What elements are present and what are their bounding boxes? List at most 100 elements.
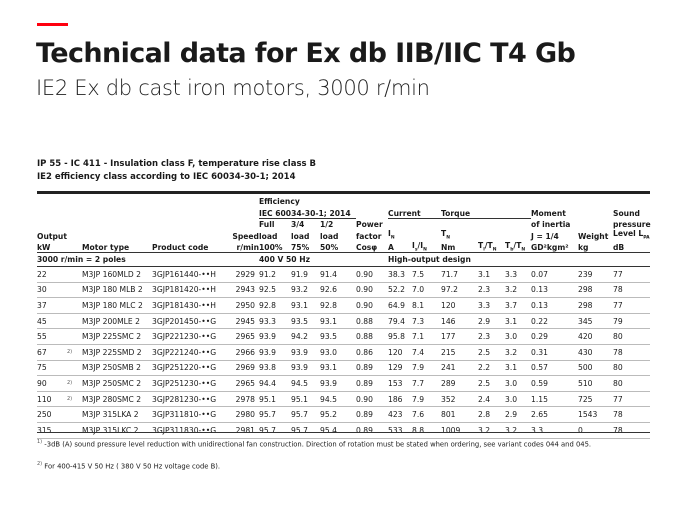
cell-power-factor: 0.90 bbox=[356, 297, 388, 314]
half-load-header-2: load bbox=[320, 231, 339, 241]
cell-tl-tn: 3.3 bbox=[478, 297, 505, 314]
table-row: 110 2) M3JP 280SMC 2 3GJP281230-••G 2978 95.1… bbox=[37, 391, 650, 408]
cell-sound: 77 bbox=[613, 391, 650, 408]
cell-eff-full: 93.8 bbox=[259, 360, 291, 377]
cell-torque-tn: 177 bbox=[441, 328, 478, 345]
is-in-header: Is/IN bbox=[412, 240, 427, 253]
cell-marker bbox=[67, 328, 82, 345]
cell-sound: 78 bbox=[613, 406, 650, 423]
cell-torque-tn: 71.7 bbox=[441, 266, 478, 283]
cell-weight: 430 bbox=[578, 344, 613, 361]
cell-product-code: 3GJP221230-••G bbox=[152, 328, 228, 345]
brand-accent-bar bbox=[37, 23, 68, 26]
cell-eff-75: 94.5 bbox=[291, 375, 320, 392]
torque-header: Torque bbox=[441, 206, 531, 219]
cell-output: 45 bbox=[37, 313, 67, 330]
cell-sound: 78 bbox=[613, 422, 650, 439]
cell-speed: 2981 bbox=[228, 422, 259, 439]
cell-marker: 2) bbox=[67, 344, 82, 361]
tn-unit: Nm bbox=[441, 243, 456, 253]
cell-tb-tn: 3.3 bbox=[505, 266, 531, 283]
cell-weight: 510 bbox=[578, 375, 613, 392]
three-quarter-load-header-2: load bbox=[291, 231, 310, 241]
cell-current-in: 38.3 bbox=[388, 266, 412, 283]
cell-is-in: 7.0 bbox=[412, 282, 441, 299]
cell-current-in: 79.4 bbox=[388, 313, 412, 330]
table-row: 30 M3JP 180 MLB 2 3GJP181420-••H 2943 92.5 93… bbox=[37, 282, 650, 299]
cell-product-code: 3GJP311830-••G bbox=[152, 422, 228, 439]
cell-motor-type: M3JP 225SMC 2 bbox=[82, 328, 152, 345]
three-quarter-load-header: 3/4 bbox=[291, 220, 305, 229]
cell-tb-tn: 3.0 bbox=[505, 375, 531, 392]
cell-current-in: 95.8 bbox=[388, 328, 412, 345]
table-row: 55 M3JP 225SMC 2 3GJP221230-••G 2965 93.9 94.… bbox=[37, 328, 650, 345]
cell-is-in: 7.9 bbox=[412, 360, 441, 377]
cell-current-in: 153 bbox=[388, 375, 412, 392]
cell-weight: 239 bbox=[578, 266, 613, 283]
cell-eff-full: 95.7 bbox=[259, 422, 291, 439]
cell-current-in: 52.2 bbox=[388, 282, 412, 299]
cell-motor-type: M3JP 280SMC 2 bbox=[82, 391, 152, 408]
half-load-pct: 50% bbox=[320, 243, 339, 253]
cell-tl-tn: 2.5 bbox=[478, 375, 505, 392]
cell-speed: 2978 bbox=[228, 391, 259, 408]
cell-motor-type: M3JP 180 MLB 2 bbox=[82, 282, 152, 299]
footnote-1: 1) -3dB (A) sound pressure level reducti… bbox=[37, 439, 592, 449]
cell-is-in: 8.8 bbox=[412, 422, 441, 439]
cell-motor-type: M3JP 180 MLC 2 bbox=[82, 297, 152, 314]
cell-tl-tn: 2.4 bbox=[478, 391, 505, 408]
cell-speed: 2969 bbox=[228, 360, 259, 377]
footnote-divider bbox=[37, 432, 650, 433]
cell-eff-full: 94.4 bbox=[259, 375, 291, 392]
cell-eff-full: 93.3 bbox=[259, 313, 291, 330]
cell-eff-50: 92.6 bbox=[320, 282, 356, 299]
cell-weight: 298 bbox=[578, 297, 613, 314]
cell-output: 22 bbox=[37, 266, 67, 283]
cell-sound: 80 bbox=[613, 375, 650, 392]
cell-weight: 0 bbox=[578, 422, 613, 439]
cell-product-code: 3GJP161440-••H bbox=[152, 266, 228, 283]
cell-eff-75: 94.2 bbox=[291, 328, 320, 345]
cell-marker bbox=[67, 313, 82, 330]
cell-moment: 0.57 bbox=[531, 360, 578, 377]
table-row: 315 M3JP 315LKC 2 3GJP311830-••G 2981 95.7 95… bbox=[37, 422, 650, 439]
cell-eff-75: 95.7 bbox=[291, 422, 320, 439]
table-row: 90 2) M3JP 250SMC 2 3GJP251230-••G 2965 94.4 9… bbox=[37, 375, 650, 392]
cell-power-factor: 0.88 bbox=[356, 328, 388, 345]
cell-speed: 2943 bbox=[228, 282, 259, 299]
cell-current-in: 120 bbox=[388, 344, 412, 361]
cell-product-code: 3GJP281230-••G bbox=[152, 391, 228, 408]
cell-torque-tn: 241 bbox=[441, 360, 478, 377]
power-factor-unit: Cosφ bbox=[356, 243, 378, 253]
cell-tb-tn: 2.9 bbox=[505, 406, 531, 423]
cell-eff-75: 95.1 bbox=[291, 391, 320, 408]
cell-sound: 78 bbox=[613, 282, 650, 299]
cell-tl-tn: 3.1 bbox=[478, 266, 505, 283]
cell-power-factor: 0.88 bbox=[356, 313, 388, 330]
cell-output: 315 bbox=[37, 422, 67, 439]
cell-product-code: 3GJP201450-••G bbox=[152, 313, 228, 330]
cell-eff-75: 93.9 bbox=[291, 360, 320, 377]
cell-motor-type: M3JP 160MLD 2 bbox=[82, 266, 152, 283]
cell-torque-tn: 1009 bbox=[441, 422, 478, 439]
three-quarter-load-pct: 75% bbox=[291, 243, 310, 253]
cell-torque-tn: 289 bbox=[441, 375, 478, 392]
design-label: High-output design bbox=[388, 252, 650, 268]
cell-eff-full: 93.9 bbox=[259, 344, 291, 361]
table-row: 75 M3JP 250SMB 2 3GJP251220-••G 2969 93.8 93.… bbox=[37, 360, 650, 377]
page-subtitle: IE2 Ex db cast iron motors, 3000 r/min bbox=[36, 76, 430, 100]
product-code-header: Product code bbox=[152, 243, 209, 253]
cell-is-in: 7.5 bbox=[412, 266, 441, 283]
cell-speed: 2965 bbox=[228, 375, 259, 392]
cell-marker bbox=[67, 422, 82, 439]
moment-header: Moment bbox=[531, 209, 566, 218]
output-unit: kW bbox=[37, 243, 51, 253]
cell-power-factor: 0.86 bbox=[356, 344, 388, 361]
cell-torque-tn: 97.2 bbox=[441, 282, 478, 299]
cell-current-in: 533 bbox=[388, 422, 412, 439]
cell-product-code: 3GJP181430-••H bbox=[152, 297, 228, 314]
in-unit: A bbox=[388, 243, 394, 253]
tn-header: TN bbox=[441, 229, 450, 241]
cell-eff-50: 93.5 bbox=[320, 328, 356, 345]
section-row: 3000 r/min = 2 poles 400 V 50 Hz High-ou… bbox=[37, 252, 650, 268]
